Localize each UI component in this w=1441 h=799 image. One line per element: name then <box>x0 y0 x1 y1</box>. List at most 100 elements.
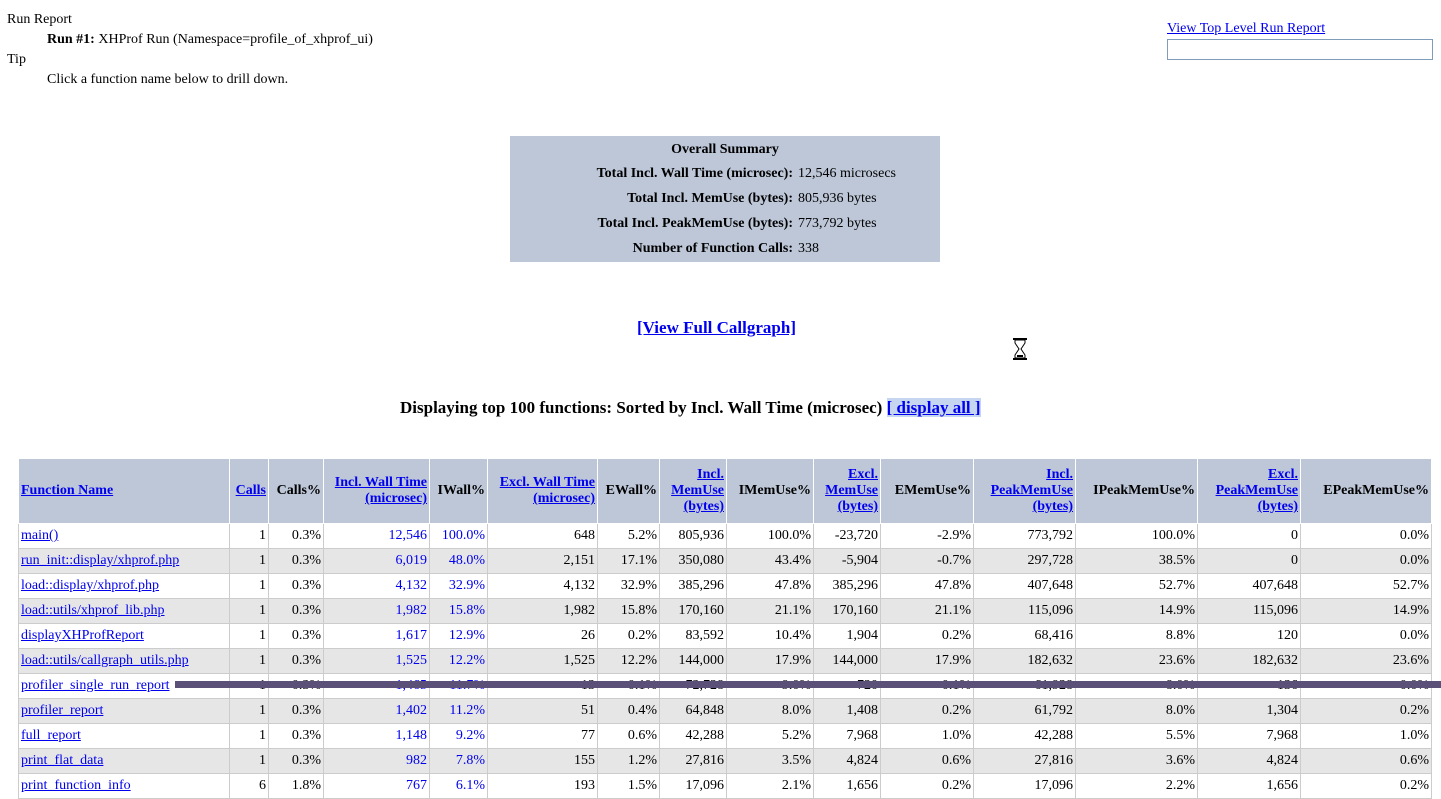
table-cell: 170,160 <box>659 598 727 624</box>
col-header[interactable]: Excl. Wall Time (microsec) <box>487 458 598 524</box>
table-cell: 0 <box>1197 548 1301 574</box>
table-cell: 7,968 <box>813 723 881 749</box>
table-cell: 1,656 <box>813 773 881 799</box>
table-cell: 15.8% <box>429 598 488 624</box>
col-header-link[interactable]: Calls <box>235 483 266 498</box>
table-cell: 297,728 <box>973 548 1076 574</box>
function-name-cell[interactable]: profiler_report <box>18 698 230 724</box>
displaying-text: Displaying top 100 functions: Sorted by … <box>400 398 887 417</box>
table-cell: 11.2% <box>429 698 488 724</box>
table-cell: 4,824 <box>813 748 881 774</box>
display-all-link[interactable]: [ display all ] <box>886 398 981 417</box>
table-cell: 0.3% <box>268 723 324 749</box>
function-name-cell[interactable]: print_flat_data <box>18 748 230 774</box>
table-cell: 52.7% <box>1075 573 1198 599</box>
table-cell: 0 <box>1197 523 1301 549</box>
table-cell: 170,160 <box>813 598 881 624</box>
table-cell: 2.1% <box>726 773 814 799</box>
function-name-cell[interactable]: full_report <box>18 723 230 749</box>
col-header[interactable]: Incl. Wall Time (microsec) <box>323 458 430 524</box>
table-cell: 648 <box>487 523 598 549</box>
table-cell: 0.2% <box>1300 773 1432 799</box>
table-cell: 1,402 <box>323 698 430 724</box>
col-header-link[interactable]: Incl. MemUse (bytes) <box>671 467 724 514</box>
col-header-link[interactable]: Excl. MemUse (bytes) <box>825 467 878 514</box>
table-cell: 0.2% <box>880 623 974 649</box>
function-link[interactable]: load::utils/xhprof_lib.php <box>21 603 165 618</box>
function-link[interactable]: displayXHProfReport <box>21 628 144 643</box>
col-header: EPeakMemUse% <box>1300 458 1432 524</box>
function-name-cell[interactable]: load::utils/xhprof_lib.php <box>18 598 230 624</box>
table-row: load::utils/callgraph_utils.php 1 0.3% 1,52… <box>18 648 1432 674</box>
col-header[interactable]: Excl. MemUse (bytes) <box>813 458 881 524</box>
table-cell: 182,632 <box>1197 648 1301 674</box>
view-top-level-run-report-link[interactable]: View Top Level Run Report <box>1167 21 1326 36</box>
table-cell: 1 <box>229 723 269 749</box>
function-link[interactable]: print_function_info <box>21 778 131 793</box>
table-cell: 4,132 <box>323 573 430 599</box>
function-name-cell[interactable]: displayXHProfReport <box>18 623 230 649</box>
table-cell: 144,000 <box>813 648 881 674</box>
table-cell: 52.7% <box>1300 573 1432 599</box>
function-link[interactable]: load::display/xhprof.php <box>21 578 160 593</box>
summary-title: Overall Summary <box>671 142 779 157</box>
function-link[interactable]: profiler_report <box>21 703 104 718</box>
function-name-cell[interactable]: print_function_info <box>18 773 230 799</box>
col-header[interactable]: Incl. MemUse (bytes) <box>659 458 727 524</box>
col-header[interactable]: Calls <box>229 458 269 524</box>
table-cell: 1.2% <box>597 748 660 774</box>
function-link[interactable]: profiler_single_run_report <box>21 678 170 693</box>
summary-table: Total Incl. Wall Time (microsec): 12,546 … <box>510 161 896 261</box>
table-row: load::utils/xhprof_lib.php 1 0.3% 1,982 15.8… <box>18 598 1432 624</box>
table-cell: 7.8% <box>429 748 488 774</box>
function-link[interactable]: full_report <box>21 728 81 743</box>
table-cell: 0.2% <box>1300 698 1432 724</box>
run-info: Run #1: XHProf Run (Namespace=profile_of… <box>7 30 373 50</box>
table-cell: 0.6% <box>880 748 974 774</box>
table-cell: 6,019 <box>323 548 430 574</box>
table-row: run_init::display/xhprof.php 1 0.3% 6,019 48… <box>18 548 1432 574</box>
table-header-row: Function Name Calls Calls% Incl. Wall Ti… <box>18 458 1432 524</box>
table-cell: 1 <box>229 523 269 549</box>
table-cell: 7,968 <box>1197 723 1301 749</box>
summary-key: Number of Function Calls: <box>632 241 793 256</box>
function-name-cell[interactable]: run_init::display/xhprof.php <box>18 548 230 574</box>
function-link[interactable]: load::utils/callgraph_utils.php <box>21 653 189 668</box>
function-link[interactable]: main() <box>21 528 59 543</box>
table-cell: 0.2% <box>880 773 974 799</box>
col-header[interactable]: Function Name <box>18 458 230 524</box>
function-name-cell[interactable]: main() <box>18 523 230 549</box>
col-header-link[interactable]: Excl. PeakMemUse (bytes) <box>1215 467 1298 514</box>
table-cell: 1 <box>229 598 269 624</box>
col-header: EWall% <box>597 458 660 524</box>
col-header[interactable]: Excl. PeakMemUse (bytes) <box>1197 458 1301 524</box>
function-link[interactable]: run_init::display/xhprof.php <box>21 553 180 568</box>
table-row: main() 1 0.3% 12,546 100.0% 648 5.2% 805,936 100… <box>18 523 1432 549</box>
col-header: Calls% <box>268 458 324 524</box>
table-cell: 23.6% <box>1300 648 1432 674</box>
col-header: IWall% <box>429 458 488 524</box>
function-name-cell[interactable]: load::utils/callgraph_utils.php <box>18 648 230 674</box>
table-cell: 17,096 <box>659 773 727 799</box>
summary-key: Total Incl. PeakMemUse (bytes): <box>597 216 793 231</box>
view-full-callgraph-link[interactable]: [View Full Callgraph] <box>637 318 796 337</box>
col-header-link[interactable]: Incl. PeakMemUse (bytes) <box>990 467 1073 514</box>
table-cell: 350,080 <box>659 548 727 574</box>
table-cell: 1,617 <box>323 623 430 649</box>
table-cell: 17,096 <box>973 773 1076 799</box>
col-header-link[interactable]: Incl. Wall Time (microsec) <box>334 475 427 506</box>
table-cell: 0.2% <box>880 698 974 724</box>
table-cell: 42,288 <box>973 723 1076 749</box>
table-cell: 1.5% <box>597 773 660 799</box>
function-name-cell[interactable]: load::display/xhprof.php <box>18 573 230 599</box>
table-cell: 1,656 <box>1197 773 1301 799</box>
col-header-link[interactable]: Function Name <box>21 483 114 498</box>
col-header-link[interactable]: Excl. Wall Time (microsec) <box>499 475 595 506</box>
table-cell: 1 <box>229 573 269 599</box>
top-level-input-box[interactable] <box>1167 39 1433 60</box>
table-cell: 6.1% <box>429 773 488 799</box>
table-cell: 773,792 <box>973 523 1076 549</box>
run-prefix: Run #1: <box>47 32 95 47</box>
function-link[interactable]: print_flat_data <box>21 753 104 768</box>
col-header[interactable]: Incl. PeakMemUse (bytes) <box>973 458 1076 524</box>
